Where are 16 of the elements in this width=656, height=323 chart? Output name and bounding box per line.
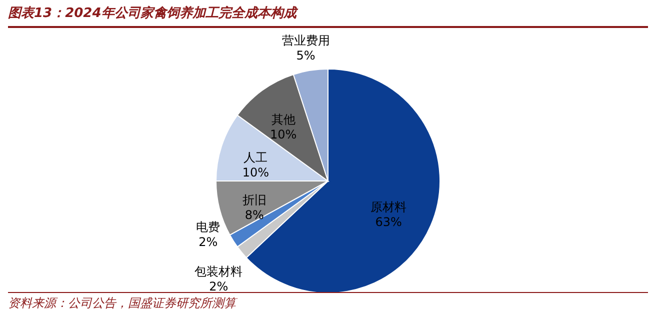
slice-label: 其他 bbox=[271, 112, 296, 127]
data-label: 2% bbox=[209, 280, 228, 294]
data-label: 8% bbox=[244, 208, 264, 222]
slice-label: 折旧 bbox=[242, 192, 266, 207]
data-label: 63% bbox=[375, 215, 402, 230]
slice-label: 原材料 bbox=[370, 200, 407, 214]
data-label: 10% bbox=[242, 166, 270, 180]
chart-title: 图表13：2024年公司家禽饲养加工完全成本构成 bbox=[8, 4, 648, 28]
slice-label: 营业费用 bbox=[282, 34, 330, 48]
data-label: 2% bbox=[198, 235, 218, 250]
slice-label: 人工 bbox=[244, 150, 268, 165]
slice-label: 包装材料 bbox=[194, 264, 243, 279]
data-label: 5% bbox=[296, 48, 316, 63]
slice-label: 电费 bbox=[196, 220, 220, 234]
data-label: 10% bbox=[270, 128, 297, 142]
text: 资料来源：公司公告，国盛证券研究所测算 bbox=[8, 292, 648, 313]
